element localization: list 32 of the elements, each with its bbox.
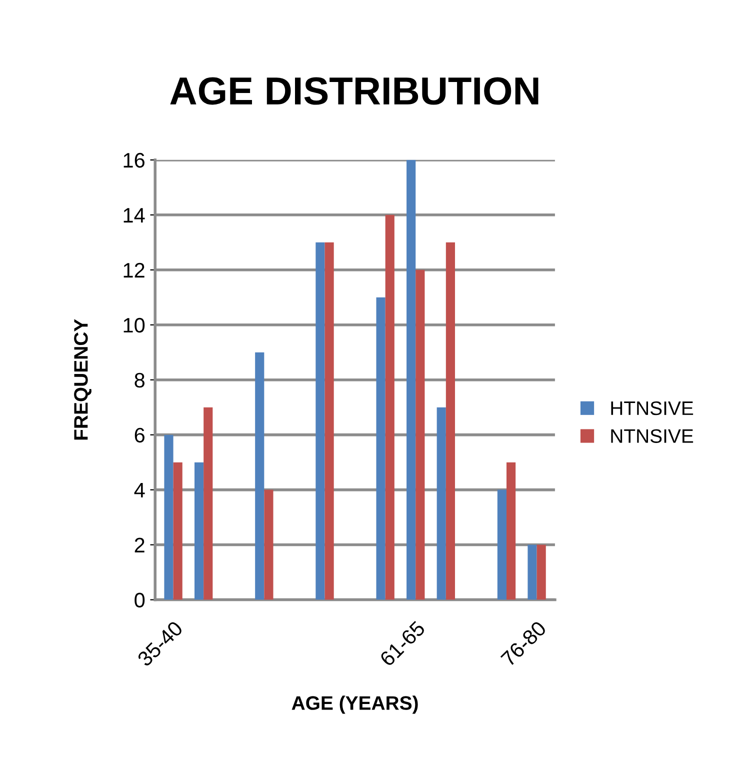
y-tick-label: 0 [134,592,145,608]
bar [264,490,274,600]
y-axis-title: FREQUENCY [74,319,92,440]
bar [385,214,394,600]
bar [406,160,416,600]
bar [528,544,537,600]
bar [497,490,506,600]
legend-label: NTNSIVE [611,429,694,443]
bar [536,544,546,600]
bar [255,352,264,600]
bar [173,462,182,600]
bar [416,270,425,600]
bar [376,297,386,600]
y-tick-label: 4 [134,483,145,498]
y-tick-label: 12 [124,262,144,278]
chart-title: AGE DISTRIBUTION [170,77,538,105]
bar [204,407,213,600]
y-tick-label: 16 [124,152,144,168]
bar [164,434,174,600]
legend-label: HTNSIVE [611,401,694,416]
bar [194,462,204,600]
bar [506,462,516,600]
bar [436,407,446,600]
y-tick-label: 2 [134,538,144,552]
bar [316,242,325,600]
y-tick-label: 14 [124,208,145,222]
y-tick-label: 6 [134,428,144,443]
x-axis-title: AGE (YEARS) [292,696,418,714]
y-tick-label: 10 [124,318,145,333]
bar [324,242,334,600]
y-tick-label: 8 [134,372,144,388]
bar [446,242,455,600]
